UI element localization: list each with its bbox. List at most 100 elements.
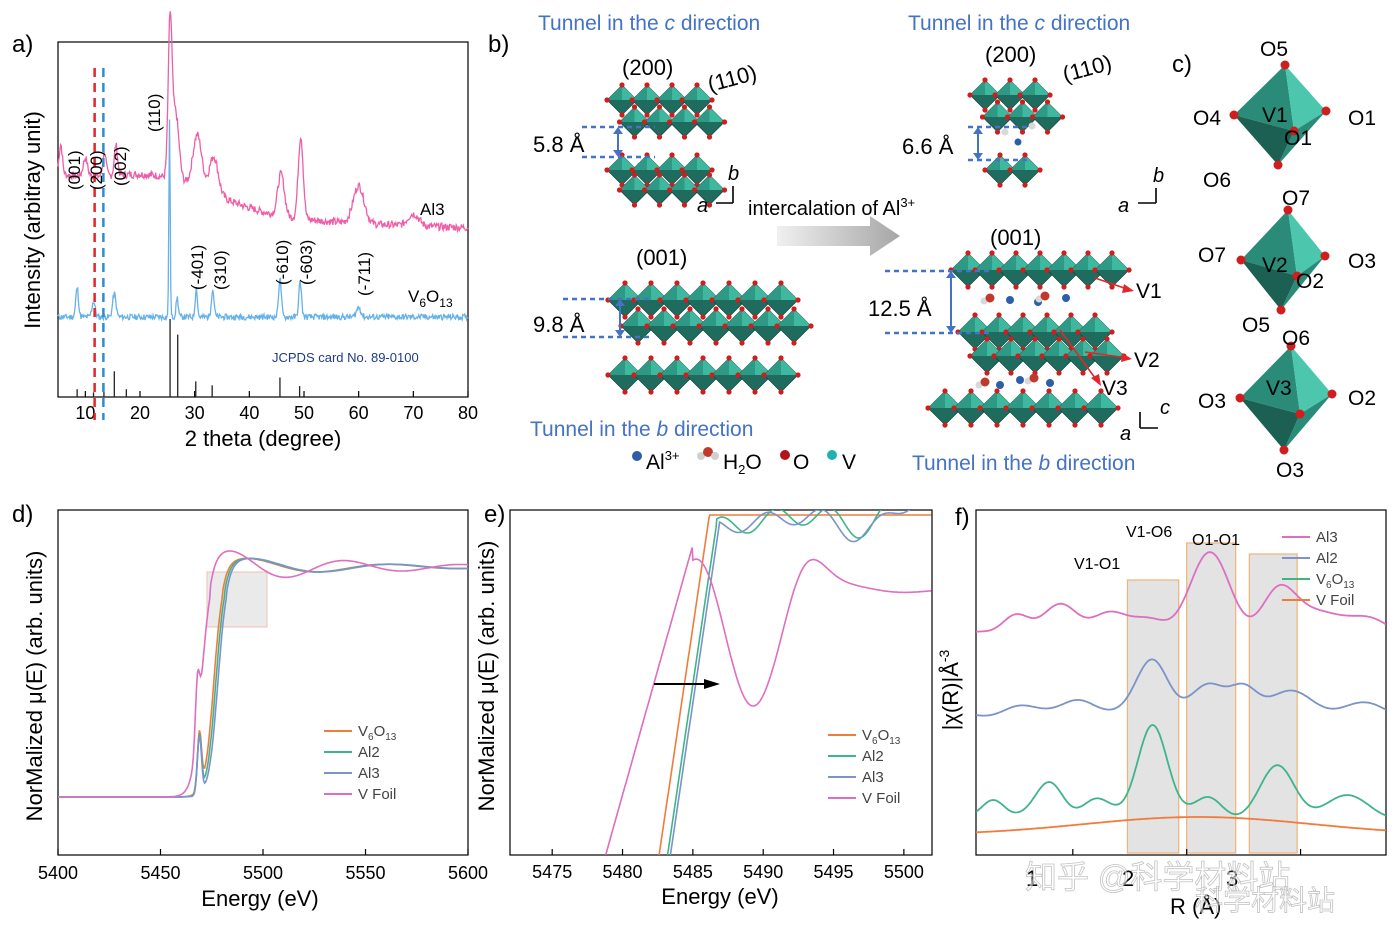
- site-label-v3: V3: [1102, 377, 1128, 400]
- panel-e-curves: [604, 510, 932, 855]
- c-oct3-face-1: [1240, 346, 1300, 414]
- b-block3-oct-5: [735, 355, 775, 395]
- legend-v-label: V: [842, 451, 856, 474]
- c-oct3-face-2: [1291, 346, 1332, 414]
- legend-o-marker: [780, 450, 790, 460]
- panel-a-label: a): [12, 31, 33, 58]
- plane-001-left: (001): [636, 245, 687, 270]
- b-block1-oct-0: [604, 152, 640, 188]
- svg-text:a: a: [697, 195, 708, 217]
- panel-d: d) 5400 5450 5500 5550 5600 Energy (eV) NorM…: [12, 501, 488, 911]
- oct2-label-bottom: O5: [1242, 314, 1270, 337]
- b-block1-oct-5: [641, 172, 678, 208]
- spacing-label-right-001: 12.5 Å: [868, 296, 932, 321]
- panel-c: c) O5 O4 O1 O1 O6 V1 O7 O7 O3 O2 O5 V2 O…: [1172, 38, 1376, 482]
- spacing-label-left-200: 5.8 Å: [533, 132, 585, 157]
- oct2-label-left: O7: [1198, 244, 1226, 267]
- panel-b-label: b): [488, 31, 509, 58]
- b-block1-oct-2: [654, 152, 690, 188]
- oct3-center: V3: [1266, 377, 1292, 400]
- panel-f-xlabel: R (Å): [1170, 894, 1221, 919]
- svg-text:a: a: [1120, 423, 1131, 445]
- panel-d-ylabel: NorMalized μ(E) (arb. units): [22, 551, 47, 822]
- spacing-marker-right-200: [968, 125, 1030, 162]
- tunnel-b-title-left: Tunnel in the b direction: [530, 418, 753, 441]
- a-ticklabel-70: 70: [403, 403, 423, 423]
- structure-b-left: [605, 280, 814, 395]
- c-oct2-atom-1: [1276, 305, 1286, 315]
- d-legend-label-1: Al2: [358, 744, 380, 761]
- b-block3-oct-8: [644, 306, 684, 346]
- f-tick-1: 1: [1026, 866, 1038, 891]
- c-oct3-face-4: [1284, 394, 1332, 450]
- b-block3-oct-11: [722, 306, 762, 346]
- b-block4-oct-5: [1055, 388, 1095, 428]
- b-block3-oct-4: [709, 355, 749, 395]
- c-oct2-face-1: [1241, 210, 1297, 276]
- d-ticklabel-5450: 5450: [140, 863, 180, 883]
- plane-110-left: (110): [705, 60, 760, 97]
- svg-text:a: a: [1118, 195, 1129, 217]
- panel-e-xlabel: Energy (eV): [661, 884, 778, 909]
- d-ticklabel-5600: 5600: [448, 863, 488, 883]
- axis-glyph-right: a b: [1118, 165, 1164, 217]
- b-block4-oct-4: [1029, 388, 1069, 428]
- a-ticklabel-80: 80: [458, 403, 478, 423]
- oct1-label-top: O5: [1260, 38, 1288, 61]
- c-oct1-atom-2: [1229, 110, 1239, 120]
- band-label-v1-o1: V1-O1: [1074, 556, 1120, 573]
- panel-e-label: e): [484, 501, 505, 528]
- tunnel-c-title-right: Tunnel in the c direction: [908, 12, 1130, 35]
- c-oct2-atom-4: [1292, 271, 1302, 281]
- spacing-marker-left-001: [563, 297, 650, 339]
- peak-label-m711: (-711): [355, 252, 374, 296]
- plane-001-right: (001): [990, 225, 1041, 250]
- b-block4-oct-8: [1015, 336, 1055, 376]
- peak-label-m401: (-401): [188, 245, 207, 290]
- e-legend-label-2: Al3: [862, 769, 884, 786]
- e-curve-2: [669, 510, 911, 855]
- series-label-al3: Al3: [420, 200, 445, 219]
- e-legend-label-3: V Foil: [862, 790, 900, 807]
- axis-glyph-bottom-right: a c: [1120, 397, 1170, 445]
- svg-text:b: b: [1153, 165, 1164, 187]
- panel-b-legend: Al3+ H2O O V: [632, 447, 856, 477]
- b-block3-oct-6: [761, 355, 801, 395]
- plane-200-left: (200): [622, 55, 673, 80]
- oct1-label-left: O4: [1193, 107, 1221, 130]
- b-block3-oct-4: [709, 280, 749, 320]
- e-curve-0: [658, 514, 932, 855]
- b-block3-oct-3: [683, 280, 723, 320]
- c-oct1-face-1: [1234, 65, 1294, 131]
- c-oct2-atom-2: [1236, 255, 1246, 265]
- c-oct2-face-2: [1288, 210, 1325, 276]
- al-ion-2: [1062, 294, 1070, 302]
- structure-c-right: [967, 77, 1066, 188]
- d-legend-label-3: V Foil: [358, 786, 396, 803]
- panel-d-xlabel: Energy (eV): [201, 886, 318, 911]
- shift-arrow: [654, 679, 720, 689]
- f-legend-label-2: V6O13: [1316, 571, 1355, 591]
- structure-c-left: [604, 82, 728, 208]
- c-oct1-face-3: [1234, 115, 1294, 165]
- peak-label-001: (001): [65, 150, 84, 190]
- panel-a: a) 10 20 30 40 50 60 70 80 2 theta (degree) Int…: [12, 11, 478, 451]
- panel-a-frame: [57, 41, 469, 398]
- b-block4-oct-5: [1075, 312, 1115, 352]
- svg-text:c: c: [1160, 397, 1170, 419]
- svg-text:b: b: [728, 163, 739, 185]
- panel-a-ticks: [84, 391, 469, 397]
- jcpds-label: JCPDS card No. 89-0100: [272, 350, 419, 365]
- plane-200-right: (200): [985, 42, 1036, 67]
- b-block3-oct-13: [774, 306, 814, 346]
- c-oct3-atom-3: [1327, 389, 1337, 399]
- c-oct2-atom-0: [1283, 205, 1293, 215]
- panel-f: f) V1-O1 V1-O6 O1-O1 1 2 3 R (Å) |χ(R)|Å…: [936, 504, 1387, 919]
- b-block4-oct-6: [1092, 250, 1132, 290]
- b-block3-oct-2: [657, 355, 697, 395]
- e-curve-1: [666, 510, 882, 855]
- c-oct3-atom-1: [1279, 445, 1289, 455]
- site-arrows: [1059, 277, 1134, 386]
